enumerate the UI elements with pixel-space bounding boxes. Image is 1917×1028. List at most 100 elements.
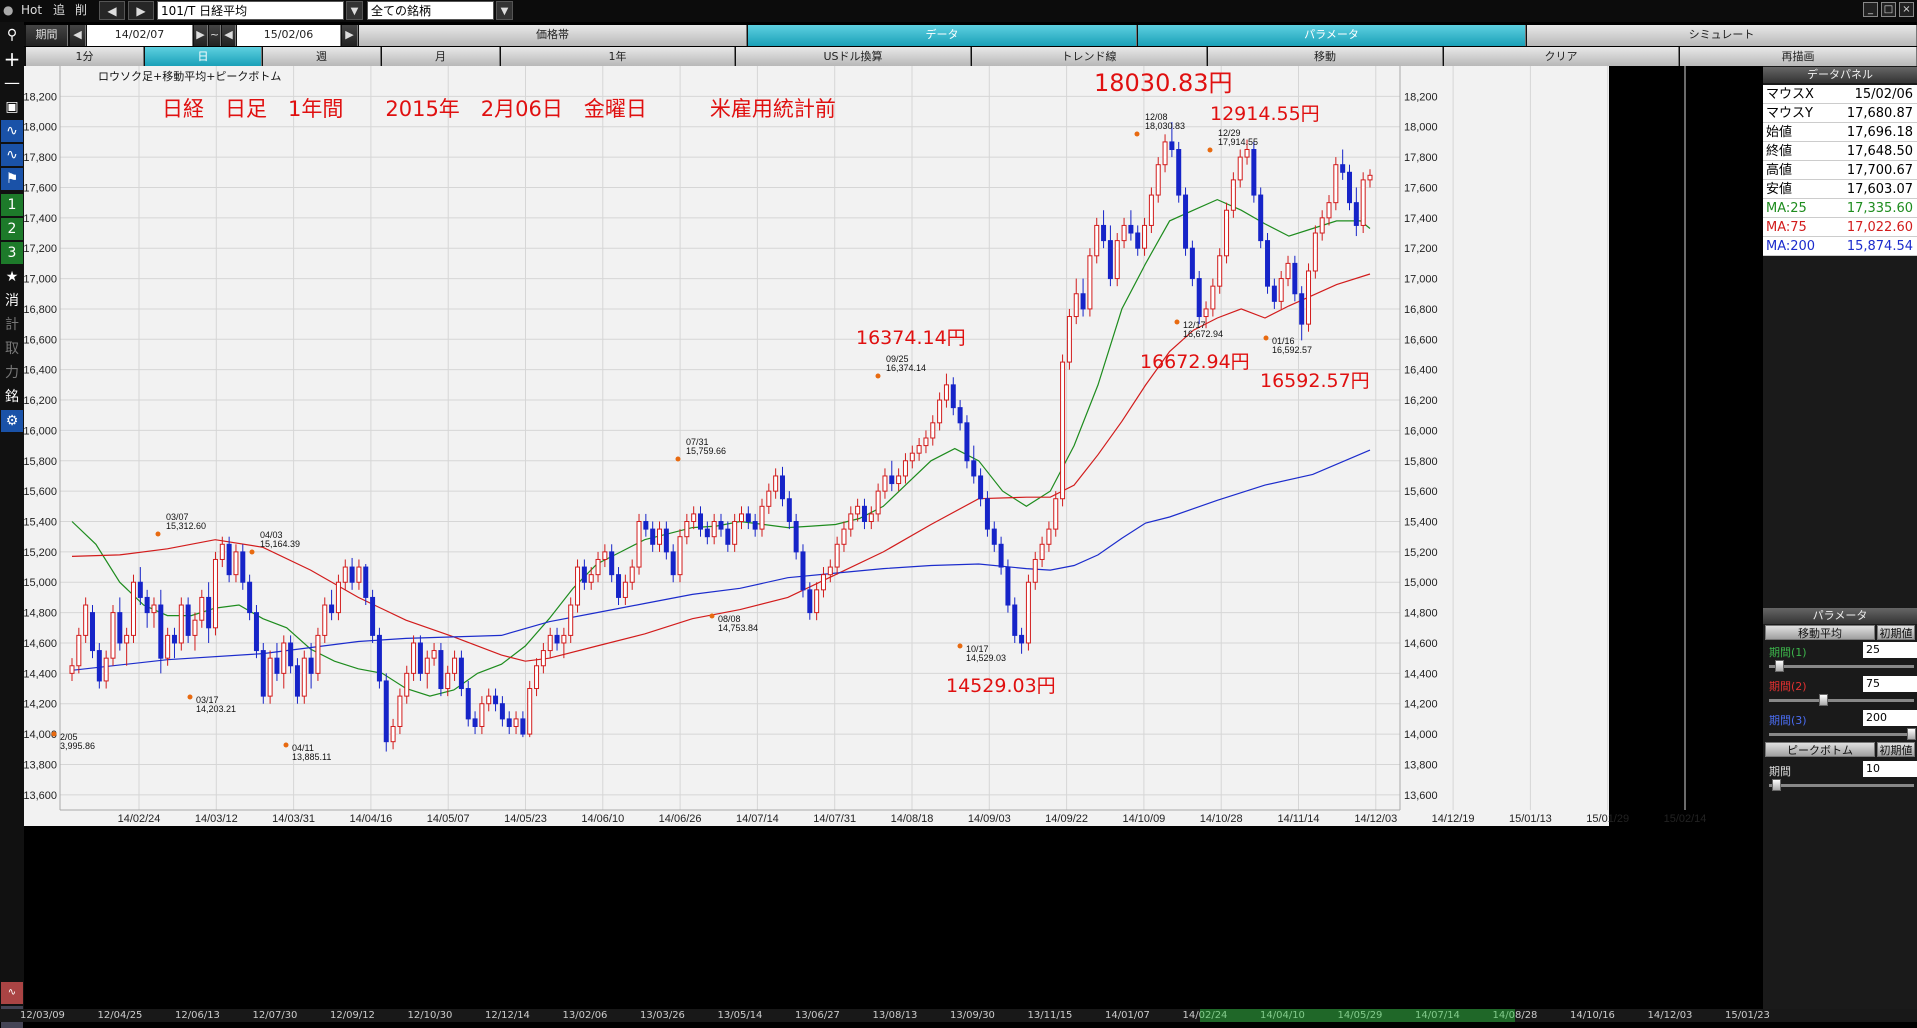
y-tick-right-5: 14,600 [1404, 638, 1438, 650]
tab-trendline[interactable]: トレンド線 [972, 47, 1207, 66]
period1-label: 期間(1) [1769, 646, 1807, 659]
tab-parameter[interactable]: パラメータ [1138, 25, 1526, 46]
candle-body [1189, 247, 1195, 280]
candle-body [1019, 634, 1025, 644]
period2-input[interactable]: 75 [1863, 676, 1917, 692]
period3-slider-knob[interactable] [1907, 728, 1916, 740]
tab-weekly[interactable]: 週 [263, 47, 381, 66]
date-from-prev-icon[interactable]: ◀ [70, 25, 86, 46]
overview-window[interactable] [1200, 1009, 1515, 1022]
period1-slider-track [1769, 665, 1914, 668]
peak-value-10: 14,529.03 [966, 653, 1006, 663]
close-button[interactable]: × [1899, 2, 1914, 17]
peak-value-12: 16,592.57 [1272, 345, 1312, 355]
candle-body [943, 384, 949, 401]
tab-data[interactable]: データ [748, 25, 1137, 46]
pb-period-input[interactable]: 10 [1863, 761, 1917, 777]
pb-slider-knob[interactable] [1772, 779, 1781, 791]
candle-body [1271, 285, 1277, 302]
small-chart-icon[interactable]: ∿ [1, 982, 23, 1004]
plot-area [60, 66, 1400, 810]
date-from-next-icon[interactable]: ▶ [194, 25, 208, 46]
gear-icon[interactable]: ⚙ [1, 410, 23, 432]
x-tick-10: 14/08/18 [891, 813, 934, 825]
chart-icon[interactable]: ∿ [1, 120, 23, 142]
tab-price-band[interactable]: 価格帯 [359, 25, 747, 46]
minimize-button[interactable]: _ [1863, 2, 1878, 17]
period3-label: 期間(3) [1769, 714, 1807, 727]
candle-body [247, 581, 253, 614]
tab-simulate[interactable]: シミュレート [1527, 25, 1917, 46]
period1-slider-knob[interactable] [1775, 660, 1784, 672]
tab-redraw[interactable]: 再描画 [1680, 47, 1917, 66]
candle-body [171, 634, 177, 644]
minus-icon[interactable]: — [4, 73, 20, 92]
candle-body [779, 475, 785, 500]
candle-body [684, 521, 690, 538]
camera-icon[interactable]: ▣ [5, 99, 19, 115]
slot-3-button[interactable]: 3 [1, 242, 23, 264]
y-tick-right-6: 14,800 [1404, 608, 1438, 620]
erase-button[interactable]: 消 [5, 293, 19, 309]
overview-label-10: 13/06/27 [795, 1010, 840, 1021]
pb-reset-button[interactable]: 初期値 [1877, 742, 1915, 757]
slot-1-button[interactable]: 1 [1, 194, 23, 216]
candle-body [1101, 224, 1107, 242]
overview-label-20: 14/10/16 [1570, 1010, 1615, 1021]
prev-symbol-button[interactable]: ◀ [99, 1, 125, 20]
tab-usd[interactable]: USドル換算 [736, 47, 971, 66]
maximize-button[interactable]: □ [1881, 2, 1896, 17]
tab-move[interactable]: 移動 [1208, 47, 1443, 66]
candle-body [1032, 558, 1038, 583]
next-symbol-button[interactable]: ▶ [128, 1, 154, 20]
ma-reset-button[interactable]: 初期値 [1877, 625, 1915, 640]
star-icon[interactable]: ★ [5, 269, 19, 285]
big-label-4: 16592.57円 [1260, 370, 1370, 392]
pb-period-label: 期間 [1769, 765, 1791, 778]
symbol-combo[interactable]: 101/T 日経平均 [157, 1, 344, 20]
tab-1year[interactable]: 1年 [501, 47, 735, 66]
tab-monthly[interactable]: 月 [382, 47, 500, 66]
symbol-button[interactable]: 銘 [5, 389, 19, 405]
period3-input[interactable]: 200 [1863, 710, 1917, 726]
date-to-prev-icon[interactable]: ◀ [222, 25, 236, 46]
period1-input[interactable]: 25 [1863, 642, 1917, 658]
candle-body [212, 558, 218, 629]
tab-daily[interactable]: 日 [145, 47, 262, 66]
tab-1min[interactable]: 1分 [26, 47, 144, 66]
calc-button[interactable]: 計 [5, 317, 19, 333]
period2-slider-knob[interactable] [1819, 694, 1828, 706]
slot-2-button[interactable]: 2 [1, 218, 23, 240]
date-to-field[interactable]: 15/02/06 [237, 25, 341, 46]
add-button[interactable]: 追 [53, 3, 66, 17]
flag-icon[interactable]: ⚑ [1, 168, 23, 190]
line-chart-icon[interactable]: ∿ [1, 144, 23, 166]
scope-combo[interactable]: 全ての銘柄 [367, 1, 494, 20]
power-button[interactable]: 力 [5, 365, 19, 381]
date-to-next-icon[interactable]: ▶ [342, 25, 358, 46]
hot-button[interactable]: Hot [21, 3, 43, 17]
candle-body [1306, 270, 1312, 325]
x-tick-13: 14/10/09 [1122, 813, 1165, 825]
scope-dropdown-icon[interactable]: ▼ [496, 1, 513, 20]
candle-body [902, 460, 908, 477]
search-icon[interactable]: ⚲ [6, 27, 18, 43]
candlestick-chart[interactable]: 13,600 13,600 13,800 13,800 14,000 14,000 14,2… [24, 66, 1763, 1009]
delete-button[interactable]: 削 [75, 3, 88, 17]
title-bar: ● Hot 追 削 ◀ ▶ 101/T 日経平均 ▼ 全ての銘柄 ▼ _ □ × [0, 0, 1917, 22]
data-panel-header: データパネル [1763, 67, 1917, 83]
date-from-field[interactable]: 14/02/07 [87, 25, 193, 46]
x-tick-19: 15/01/29 [1586, 813, 1629, 825]
period-toolbar: 期間 ◀ 14/02/07 ▶ ~ ◀ 15/02/06 ▶ 価格帯 データ パ… [0, 25, 1917, 46]
y-tick-right-14: 16,400 [1404, 365, 1438, 377]
take-button[interactable]: 取 [5, 341, 19, 357]
overview-label-22: 15/01/23 [1725, 1010, 1770, 1021]
symbol-dropdown-icon[interactable]: ▼ [346, 1, 363, 20]
crosshair-icon[interactable]: + [3, 47, 21, 71]
tab-clear[interactable]: クリア [1444, 47, 1679, 66]
candle-body [752, 521, 758, 530]
candle-body [1005, 566, 1011, 606]
overview-scrollbar[interactable]: 12/03/09 12/04/25 12/06/13 12/07/30 12/09/12… [0, 1009, 1917, 1022]
candle-body [124, 634, 130, 644]
candle-body [1142, 224, 1148, 249]
